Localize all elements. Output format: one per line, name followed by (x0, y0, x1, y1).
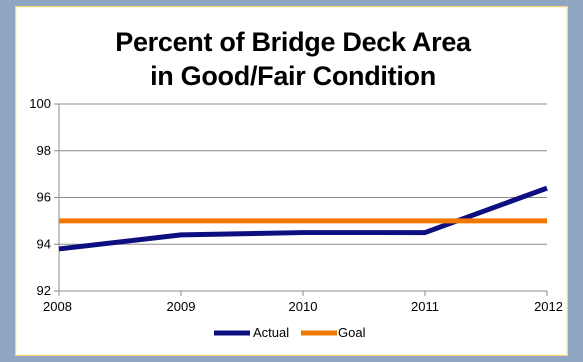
grid-lines (54, 103, 548, 296)
x-tick-label: 2012 (534, 299, 563, 314)
y-tick-label: 94 (37, 236, 51, 251)
x-tick-label: 2008 (43, 299, 72, 314)
y-tick-label: 96 (37, 190, 51, 205)
y-tick-label: 100 (29, 96, 51, 111)
x-tick-label: 2009 (167, 299, 196, 314)
series-line-actual (58, 185, 548, 252)
y-tick-label: 92 (37, 283, 51, 298)
x-tick-label: 2010 (289, 299, 318, 314)
chart-title-line-1: Percent of Bridge Deck Area (115, 27, 472, 57)
chart-area: Percent of Bridge Deck Area in Good/Fair… (15, 6, 568, 356)
chart-title-line-2: in Good/Fair Condition (150, 61, 436, 91)
x-tick-label: 2011 (411, 299, 439, 314)
legend-label-actual: Actual (253, 325, 289, 340)
series-lines (58, 185, 548, 252)
axis-ticks: 92 94 96 98 100 2008 2009 2010 2011 2012 (29, 96, 563, 314)
legend-label-goal: Goal (338, 325, 366, 340)
y-tick-label: 98 (37, 143, 51, 158)
line-chart: Percent of Bridge Deck Area in Good/Fair… (29, 27, 563, 340)
legend: Actual Goal (214, 325, 366, 340)
